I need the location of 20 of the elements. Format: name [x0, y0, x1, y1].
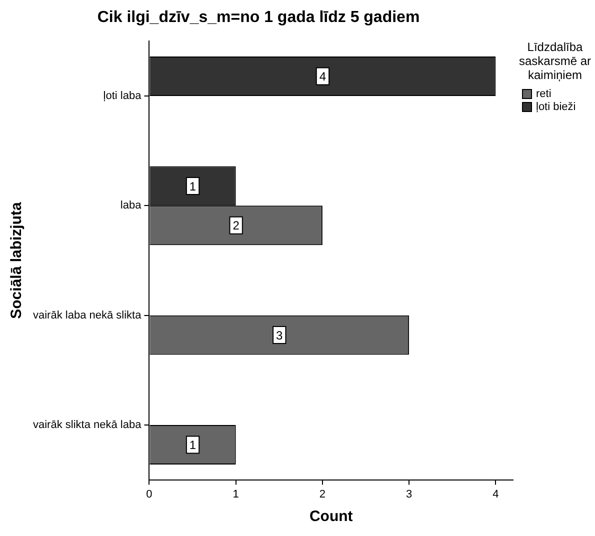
x-tick-label: 1 [232, 488, 239, 500]
data-label: 1 [189, 179, 196, 194]
chart-title: Cik ilgi_dzīv_s_m=no 1 gada līdz 5 gadiem [97, 9, 420, 26]
x-tick-label: 4 [492, 488, 499, 500]
x-axis-title: Count [309, 508, 353, 526]
legend-label: reti [536, 88, 552, 100]
x-tick-label: 0 [146, 488, 152, 500]
legend-title: Līdzdalība saskarsmē ar kaimiņiem [518, 40, 592, 82]
data-label: 2 [232, 218, 240, 233]
y-tick-label: vairāk laba nekā slikta [32, 309, 142, 322]
y-axis-title: Sociālā labizjuta [8, 202, 26, 319]
data-label: 1 [189, 438, 196, 452]
x-tick-label: 3 [406, 488, 412, 500]
data-label: 3 [276, 328, 284, 342]
legend-label: ļoti bieži [536, 101, 576, 113]
x-tick-label: 2 [319, 488, 326, 500]
y-tick-label: vairāk slikta nekā laba [32, 419, 142, 432]
data-label: 4 [319, 70, 326, 84]
y-tick-label: laba [120, 200, 142, 212]
y-tick-label: ļoti laba [103, 90, 142, 102]
